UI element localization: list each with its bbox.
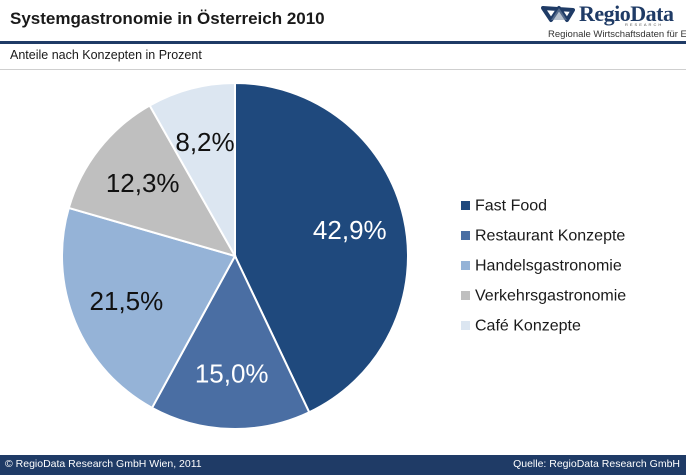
page-title: Systemgastronomie in Österreich 2010 <box>10 9 325 28</box>
legend-label-fast-food: Fast Food <box>475 198 547 215</box>
legend-label-cafe-konzepte: Café Konzepte <box>475 318 581 335</box>
pie-slice-fast-food <box>234 81 409 414</box>
data-label-restaurant-konzepte: 15,0% <box>195 359 269 389</box>
legend-label-restaurant-konzepte: Restaurant Konzepte <box>475 228 625 245</box>
pie-slice-cafe-konzepte <box>148 81 236 260</box>
pie-chart: 42,9% 15,0% 21,5% 12,3% 8,2% Fast Food Restaur… <box>61 81 626 430</box>
pie-slice-restaurant-konzepte <box>150 253 311 430</box>
legend-swatch-cafe-konzepte <box>461 321 470 330</box>
legend-swatch-handelsgastronomie <box>461 261 470 270</box>
data-label-verkehrsgastronomie: 12,3% <box>106 168 180 198</box>
chart-subtitle: Anteile nach Konzepten in Prozent <box>10 48 202 62</box>
header-divider <box>0 41 686 44</box>
legend-swatch-verkehrsgastronomie <box>461 291 470 300</box>
footer-source: Quelle: RegioData Research GmbH <box>513 458 680 470</box>
pie-slice-verkehrsgastronomie <box>67 104 238 258</box>
pie-slice-handelsgastronomie <box>61 206 237 410</box>
regiodata-logo: RegioData RESEARCH Regionale Wirtschafts… <box>541 1 686 40</box>
footer-copyright: © RegioData Research GmbH Wien, 2011 <box>5 458 202 470</box>
legend-swatch-restaurant-konzepte <box>461 231 470 240</box>
logo-sub: RESEARCH <box>625 22 664 27</box>
legend-label-handelsgastronomie: Handelsgastronomie <box>475 258 622 275</box>
logo-name: RegioData <box>579 1 674 26</box>
data-label-handelsgastronomie: 21,5% <box>90 286 164 316</box>
logo-tagline: Regionale Wirtschaftsdaten für Europa <box>548 29 686 40</box>
legend-label-verkehrsgastronomie: Verkehrsgastronomie <box>475 288 626 305</box>
legend-swatch-fast-food <box>461 201 470 210</box>
data-label-fast-food: 42,9% <box>313 215 387 245</box>
subtitle-divider <box>0 69 686 70</box>
regiodata-logo-mark-icon <box>541 6 575 22</box>
footer: © RegioData Research GmbH Wien, 2011 Que… <box>0 455 686 475</box>
header: Systemgastronomie in Österreich 2010 Reg… <box>0 0 686 42</box>
data-label-cafe-konzepte: 8,2% <box>175 127 234 157</box>
